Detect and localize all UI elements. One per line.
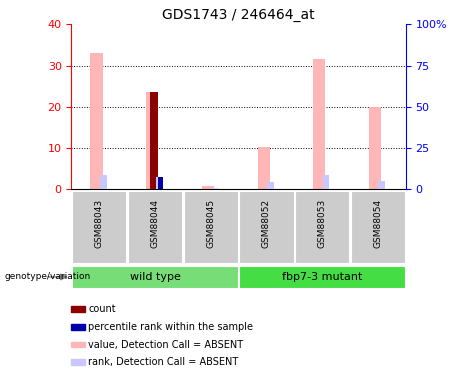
Text: GSM88045: GSM88045 bbox=[206, 199, 215, 248]
Bar bbox=[369, 107, 381, 189]
Text: GSM88054: GSM88054 bbox=[373, 199, 382, 248]
Bar bbox=[150, 93, 158, 189]
Bar bbox=[72, 191, 126, 263]
Bar bbox=[71, 306, 85, 312]
Bar bbox=[100, 174, 106, 189]
Bar bbox=[295, 191, 349, 263]
Text: GSM88053: GSM88053 bbox=[318, 198, 327, 248]
Bar bbox=[128, 191, 182, 263]
Bar bbox=[71, 324, 85, 330]
Text: percentile rank within the sample: percentile rank within the sample bbox=[88, 322, 253, 332]
Text: GSM88052: GSM88052 bbox=[262, 199, 271, 248]
Bar bbox=[72, 266, 238, 288]
Text: count: count bbox=[88, 304, 116, 314]
Bar bbox=[323, 174, 329, 189]
Bar bbox=[378, 181, 385, 189]
Bar bbox=[71, 342, 85, 347]
Text: GSM88044: GSM88044 bbox=[150, 199, 160, 248]
Bar bbox=[90, 53, 103, 189]
Bar bbox=[267, 183, 274, 189]
Bar bbox=[239, 191, 294, 263]
Text: GSM88043: GSM88043 bbox=[95, 199, 104, 248]
Text: value, Detection Call = ABSENT: value, Detection Call = ABSENT bbox=[88, 339, 243, 350]
Text: fbp7-3 mutant: fbp7-3 mutant bbox=[282, 272, 362, 282]
Text: rank, Detection Call = ABSENT: rank, Detection Call = ABSENT bbox=[88, 357, 238, 368]
Text: genotype/variation: genotype/variation bbox=[5, 272, 91, 281]
Bar bbox=[183, 191, 238, 263]
Bar bbox=[239, 266, 405, 288]
Bar bbox=[158, 177, 163, 189]
Bar bbox=[258, 147, 270, 189]
Bar bbox=[202, 186, 214, 189]
Bar bbox=[146, 93, 159, 189]
Bar bbox=[313, 59, 325, 189]
Title: GDS1743 / 246464_at: GDS1743 / 246464_at bbox=[162, 8, 315, 22]
Text: wild type: wild type bbox=[130, 272, 180, 282]
Bar bbox=[71, 360, 85, 365]
Bar bbox=[155, 177, 162, 189]
Bar bbox=[351, 191, 405, 263]
Bar bbox=[211, 188, 218, 189]
